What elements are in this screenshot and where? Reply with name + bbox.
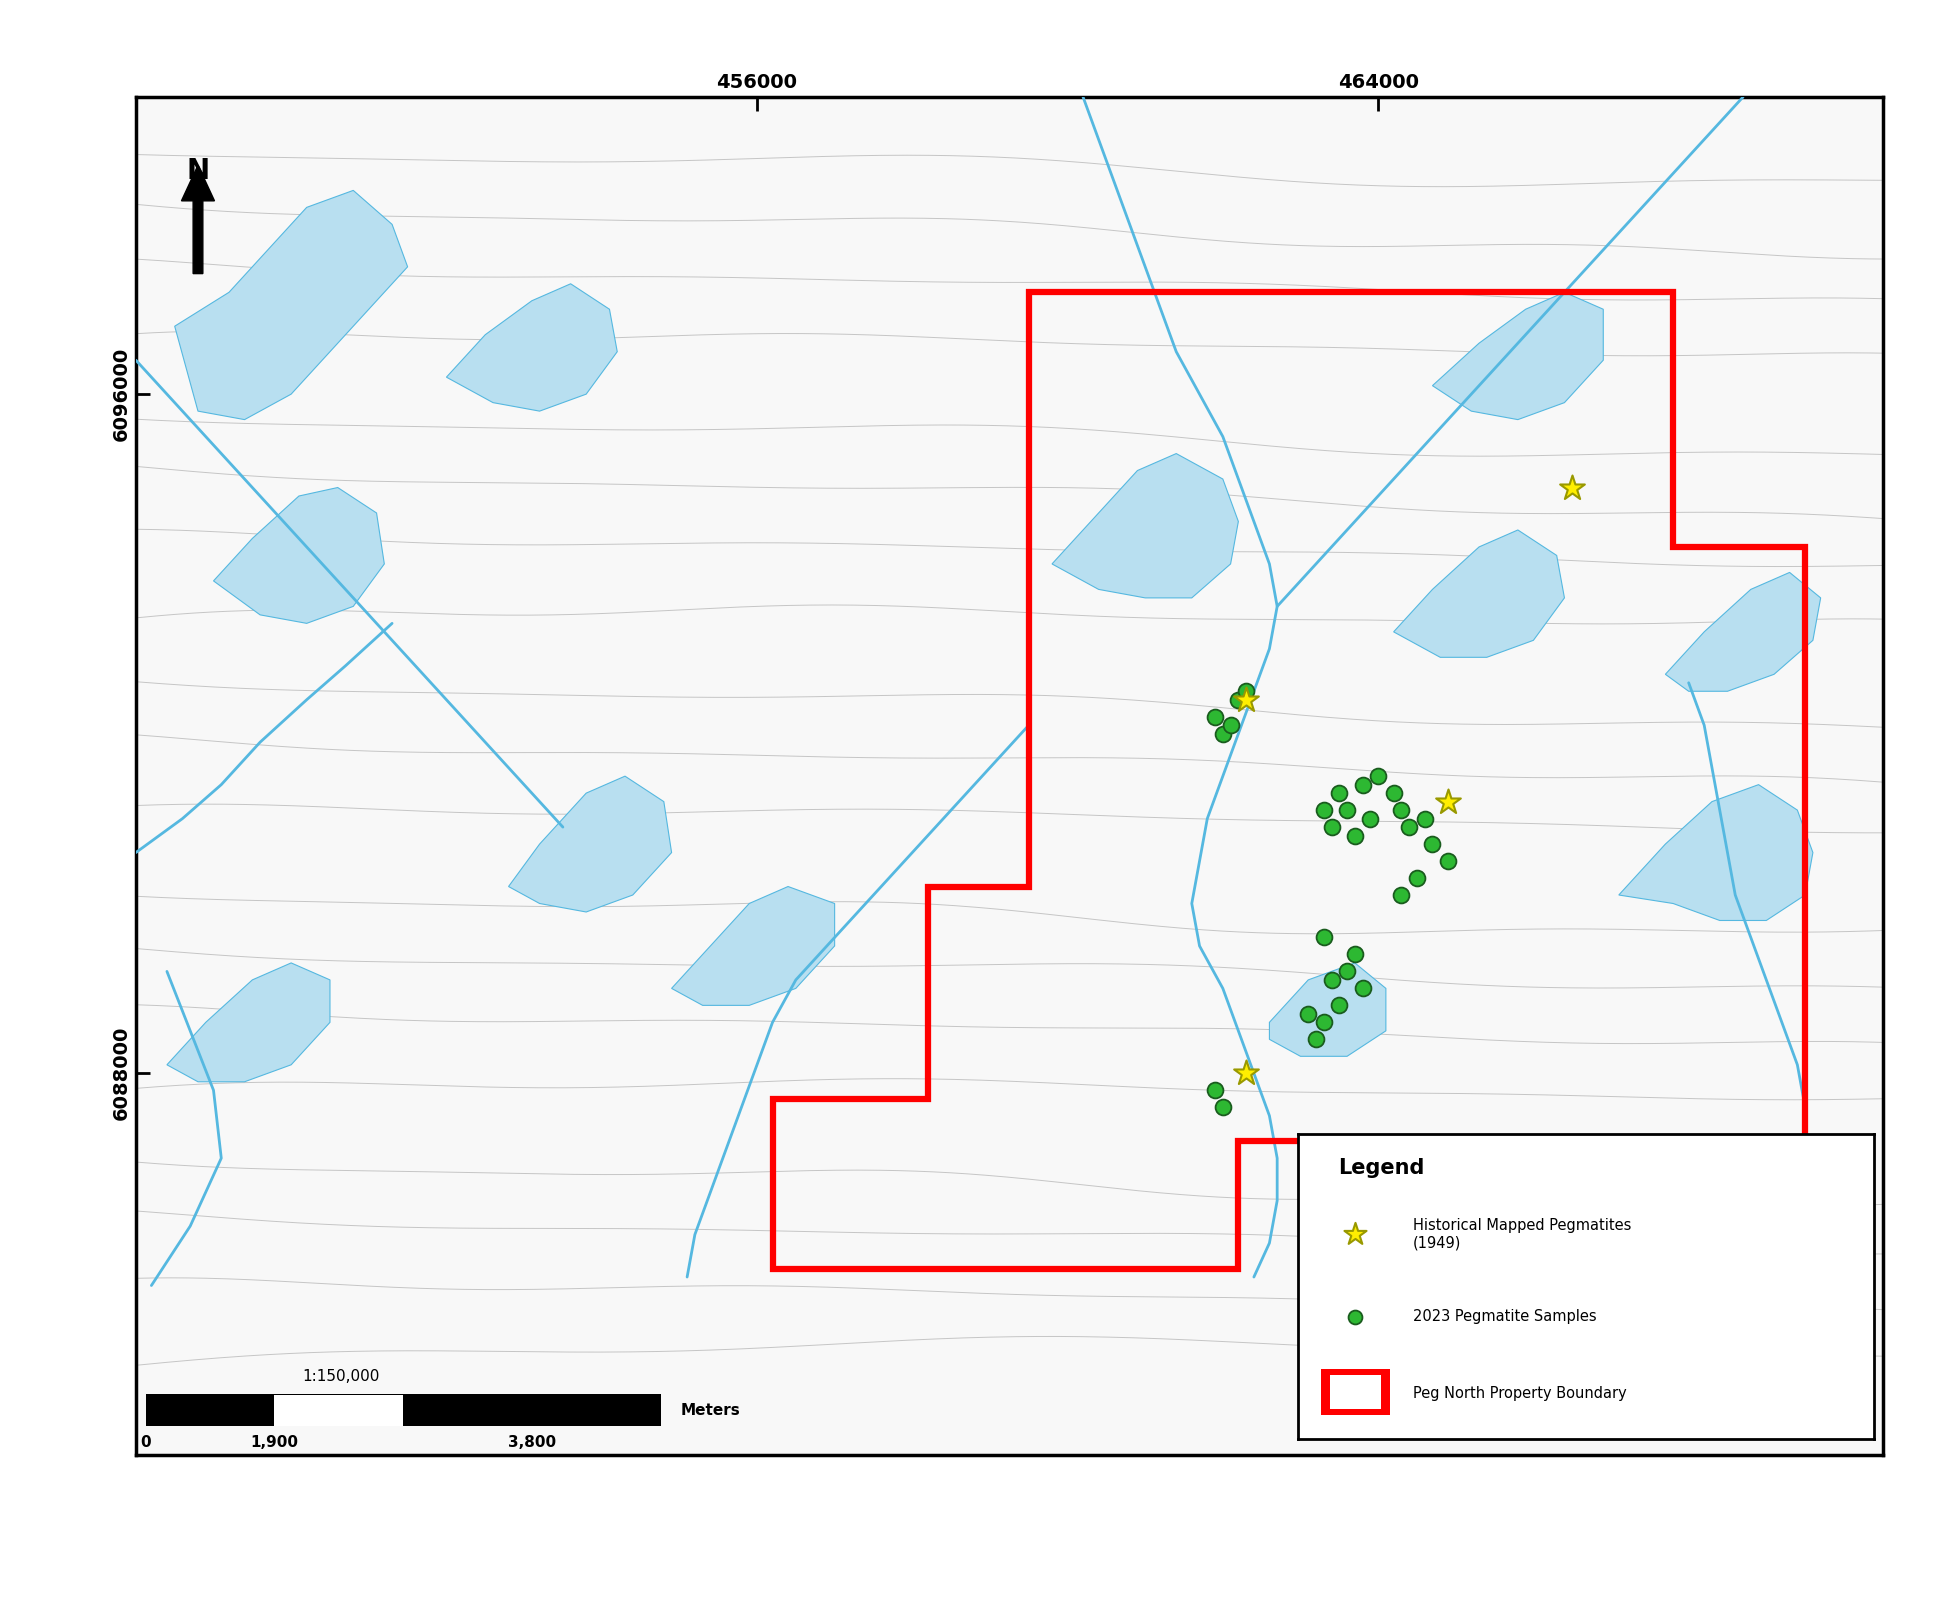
Point xyxy=(1339,1303,1370,1329)
Polygon shape xyxy=(509,776,672,912)
Point xyxy=(1308,1009,1339,1035)
Text: 3,800: 3,800 xyxy=(509,1436,557,1450)
Polygon shape xyxy=(1052,453,1238,598)
Polygon shape xyxy=(672,886,835,1006)
Point xyxy=(1231,1061,1262,1087)
Polygon shape xyxy=(1269,964,1386,1056)
Text: N: N xyxy=(186,157,210,184)
Point xyxy=(1386,881,1417,907)
Point xyxy=(1378,781,1409,807)
Text: 0: 0 xyxy=(140,1436,151,1450)
Text: Historical Mapped Pegmatites
(1949): Historical Mapped Pegmatites (1949) xyxy=(1413,1218,1630,1250)
Point xyxy=(1417,831,1448,857)
Point xyxy=(1207,1095,1238,1121)
Point xyxy=(1394,813,1425,839)
Point xyxy=(1432,847,1464,873)
Point xyxy=(1324,993,1355,1019)
Point xyxy=(1557,474,1588,500)
Polygon shape xyxy=(175,191,408,419)
Point xyxy=(1207,721,1238,747)
Text: 2023 Pegmatite Samples: 2023 Pegmatite Samples xyxy=(1413,1310,1597,1324)
Bar xyxy=(274,1394,404,1426)
Bar xyxy=(1320,1370,1390,1415)
Point xyxy=(1339,941,1370,967)
Point xyxy=(1231,687,1262,713)
Point xyxy=(1223,687,1254,713)
Point xyxy=(1347,771,1378,797)
Point xyxy=(1231,679,1262,705)
Point xyxy=(1401,865,1432,891)
Point xyxy=(1409,805,1440,831)
Point xyxy=(1386,797,1417,823)
Text: 1,900: 1,900 xyxy=(250,1436,299,1450)
Polygon shape xyxy=(1665,572,1821,692)
Point xyxy=(1300,1027,1332,1053)
Text: Meters: Meters xyxy=(679,1402,740,1418)
Point xyxy=(1339,823,1370,849)
Point xyxy=(1339,1221,1370,1247)
Polygon shape xyxy=(1394,530,1564,658)
Text: 1:150,000: 1:150,000 xyxy=(303,1370,380,1384)
Polygon shape xyxy=(1432,293,1603,419)
Text: Legend: Legend xyxy=(1337,1158,1425,1177)
Point xyxy=(1332,797,1363,823)
Point xyxy=(1308,925,1339,951)
Point xyxy=(1432,789,1464,815)
Point xyxy=(1293,1001,1324,1027)
Point xyxy=(1316,967,1347,993)
Point xyxy=(1347,975,1378,1001)
Polygon shape xyxy=(1619,784,1813,920)
Polygon shape xyxy=(167,964,330,1082)
Point xyxy=(1363,763,1394,789)
Point xyxy=(1215,713,1246,739)
Polygon shape xyxy=(214,487,384,624)
Point xyxy=(1200,1077,1231,1103)
Bar xyxy=(1330,1374,1380,1408)
Point xyxy=(1200,703,1231,729)
Point xyxy=(1316,813,1347,839)
Point xyxy=(1332,959,1363,985)
Polygon shape xyxy=(446,285,617,411)
Point xyxy=(1308,797,1339,823)
Point xyxy=(1355,805,1386,831)
Point xyxy=(1324,781,1355,807)
Text: Peg North Property Boundary: Peg North Property Boundary xyxy=(1413,1386,1627,1400)
